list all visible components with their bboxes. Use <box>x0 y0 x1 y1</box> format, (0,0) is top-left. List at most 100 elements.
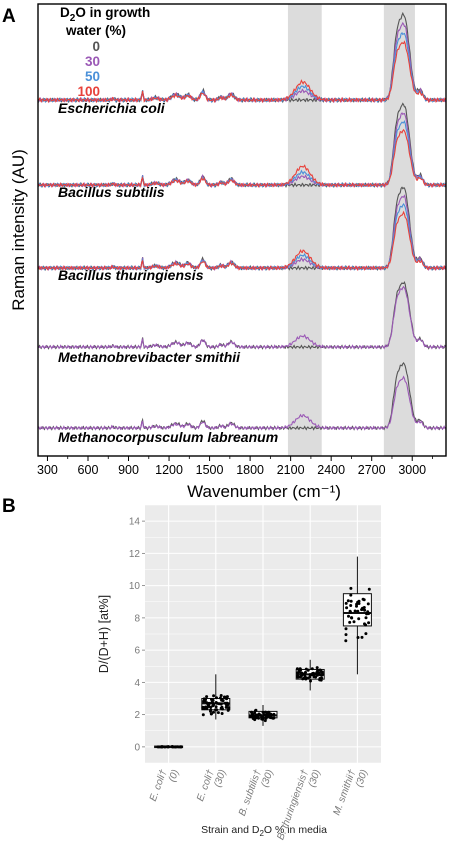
data-point <box>357 617 361 621</box>
data-point <box>363 622 366 626</box>
data-point <box>353 609 357 613</box>
legend: D2O in growth water (%) 0 30 50 100 <box>60 5 150 99</box>
data-point <box>319 673 323 677</box>
data-point <box>212 694 216 698</box>
y-tick-label: 4 <box>134 678 140 689</box>
data-point <box>175 745 179 749</box>
data-point <box>349 599 353 603</box>
box-group-3 <box>295 659 325 691</box>
y-tick-label: 6 <box>134 646 140 657</box>
data-point <box>252 715 255 719</box>
data-point <box>361 597 365 601</box>
spectrum-line <box>37 40 447 104</box>
data-point <box>363 608 367 612</box>
data-point <box>304 670 307 674</box>
data-point <box>367 587 371 591</box>
data-point <box>320 676 324 680</box>
data-point <box>203 699 207 703</box>
panel-a-y-title: Raman intensity (AU) <box>9 149 28 311</box>
data-point <box>157 745 161 749</box>
data-point <box>367 621 371 625</box>
x-tick-label: 2400 <box>317 463 345 477</box>
x-tick-label: 600 <box>78 463 99 477</box>
data-point <box>261 717 265 721</box>
data-point <box>219 706 223 710</box>
legend-entry-0: 0 <box>92 39 100 54</box>
data-point <box>253 709 257 713</box>
panel-a: 300 600 900 1200 1500 1800 2100 2400 2700 3000 A … <box>2 3 447 501</box>
data-point <box>250 710 253 714</box>
data-point <box>366 602 370 606</box>
x-tick-label: 300 <box>37 463 58 477</box>
data-point <box>248 715 252 718</box>
data-point <box>210 701 214 705</box>
spectrum-group-1 <box>37 102 447 189</box>
spectrum-group-2 <box>37 186 447 272</box>
data-point <box>220 712 224 715</box>
data-point <box>362 606 366 609</box>
data-point <box>309 679 312 683</box>
x-tick-label: 1200 <box>155 463 183 477</box>
data-point <box>349 593 353 597</box>
y-tick-label: 10 <box>129 581 141 592</box>
data-point <box>349 586 353 590</box>
data-point <box>227 706 231 710</box>
data-point <box>172 745 176 749</box>
data-point <box>298 675 302 679</box>
data-point <box>253 718 257 722</box>
data-point <box>352 620 356 624</box>
data-point <box>215 696 218 700</box>
data-point <box>318 678 322 682</box>
species-label-msmithii: Methanobrevibacter smithii <box>58 349 241 365</box>
panel-b-y-ticks: 0 2 4 6 8 10 12 14 <box>129 517 145 753</box>
data-point <box>295 667 299 671</box>
x-tick-label: 2700 <box>358 463 386 477</box>
panel-b-x-title: Strain and D2O % in media <box>201 824 327 838</box>
data-point <box>214 705 218 709</box>
data-point <box>212 710 215 714</box>
data-point <box>251 713 254 717</box>
data-point <box>209 708 213 712</box>
x-tick-label: 3000 <box>398 463 426 477</box>
data-point <box>304 677 308 681</box>
species-label-ecoli: Escherichia coli <box>58 100 166 116</box>
y-tick-label: 0 <box>134 742 140 753</box>
data-point <box>296 671 300 675</box>
box-group-4 <box>342 556 372 675</box>
data-point <box>266 711 270 715</box>
data-point <box>219 702 223 706</box>
panel-a-frame <box>37 3 447 457</box>
data-point <box>360 608 364 612</box>
legend-entry-30: 30 <box>85 54 100 69</box>
panel-b-boxes <box>154 556 372 749</box>
data-point <box>225 695 229 699</box>
data-point <box>319 669 323 673</box>
data-point <box>220 697 224 701</box>
data-point <box>344 633 348 637</box>
data-point <box>226 708 230 712</box>
x-tick-label: 1500 <box>196 463 224 477</box>
category-label: E. coli† <box>148 768 170 803</box>
box <box>342 593 372 627</box>
spectra-layer <box>37 11 447 431</box>
data-point <box>166 745 170 749</box>
panel-b-grid <box>145 504 381 764</box>
data-point <box>301 672 305 676</box>
box-group-1 <box>201 674 231 720</box>
panel-a-x-title: Wavenumber (cm⁻¹) <box>187 482 341 501</box>
data-point <box>179 745 183 749</box>
data-point <box>360 635 364 639</box>
data-point <box>367 612 370 616</box>
data-point <box>259 713 262 717</box>
legend-entry-100: 100 <box>77 84 100 99</box>
y-tick-label: 2 <box>134 710 140 721</box>
data-point <box>205 695 209 699</box>
data-point <box>214 701 218 704</box>
data-point <box>304 667 308 671</box>
spectrum-group-0 <box>37 11 447 104</box>
data-point <box>224 705 228 709</box>
data-point <box>356 609 360 613</box>
data-point <box>301 677 305 681</box>
